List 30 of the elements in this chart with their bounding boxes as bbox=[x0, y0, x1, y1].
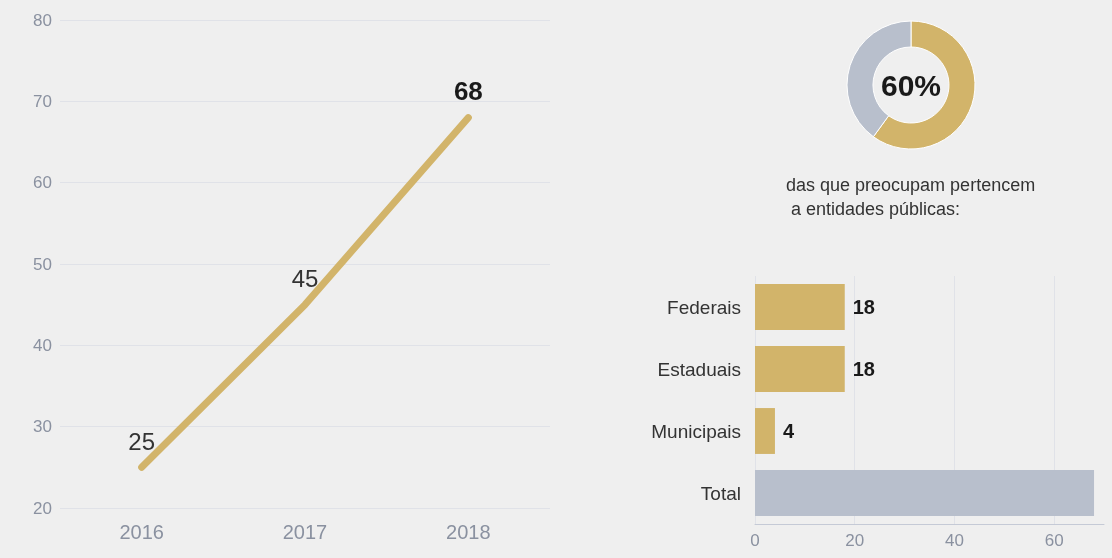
data-label: 4 bbox=[782, 420, 795, 442]
text: das que preocupam pertencem a entidades públicas: bbox=[786, 175, 1036, 219]
bar bbox=[755, 284, 845, 330]
y-tick-label: 40 bbox=[33, 335, 52, 355]
y-tick-label: Municipais bbox=[651, 420, 741, 442]
data-label: 18 bbox=[852, 358, 875, 380]
bar bbox=[755, 470, 1095, 516]
data-label: 60% bbox=[880, 68, 942, 102]
x-tick-label: 60 bbox=[1044, 531, 1064, 550]
x-tick-label: 0 bbox=[750, 531, 760, 550]
y-tick-label: 30 bbox=[33, 417, 52, 437]
bar bbox=[755, 408, 775, 454]
x-tick-label: 2017 bbox=[282, 521, 328, 543]
x-tick-label: 2018 bbox=[446, 521, 491, 543]
x-tick-label: 2016 bbox=[119, 521, 164, 543]
y-tick-label: 70 bbox=[33, 91, 52, 111]
data-label: 18 bbox=[852, 296, 875, 318]
y-tick-label: Federais bbox=[667, 296, 741, 318]
bar bbox=[755, 346, 845, 392]
y-tick-label: 80 bbox=[33, 10, 52, 30]
y-tick-label: 50 bbox=[33, 254, 52, 274]
data-label: 45 bbox=[291, 265, 319, 293]
x-tick-label: 40 bbox=[944, 531, 964, 550]
data-label: 68 bbox=[453, 75, 483, 106]
data-label: 25 bbox=[128, 427, 156, 455]
y-tick-label: 60 bbox=[33, 173, 52, 193]
y-tick-label: Estaduais bbox=[657, 358, 741, 380]
y-tick-label: Total bbox=[700, 482, 741, 504]
y-tick-label: 20 bbox=[33, 498, 52, 518]
x-tick-label: 20 bbox=[845, 531, 865, 550]
